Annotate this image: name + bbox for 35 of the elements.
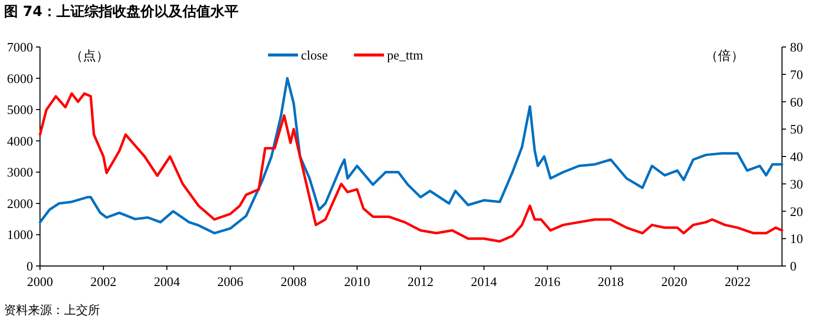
y2-tick-label: 30 — [790, 176, 803, 192]
y2-tick-label: 50 — [790, 122, 803, 137]
y2-tick-label: 20 — [790, 204, 803, 219]
y-axis-title: （点） — [70, 49, 109, 64]
text: 资料来源：上交所 — [4, 303, 100, 317]
x-tick-label: 2016 — [534, 274, 561, 289]
x-tick-label: 2020 — [661, 274, 688, 289]
y2-axis-title: （倍） — [705, 49, 744, 64]
y-tick-label: 2000 — [7, 196, 33, 211]
y2-tick-label: 80 — [790, 40, 803, 54]
y-tick-label: 6000 — [7, 70, 33, 86]
y-tick-label: 5000 — [7, 102, 33, 118]
x-tick-label: 2022 — [724, 274, 751, 289]
y2-tick-label: 40 — [790, 149, 803, 164]
x-tick-label: 2014 — [470, 274, 498, 289]
x-tick-label: 2008 — [280, 274, 307, 289]
y-tick-label: 3000 — [7, 164, 33, 180]
x-tick-label: 2010 — [344, 274, 370, 289]
legend-label: close — [301, 48, 328, 62]
x-tick-label: 2004 — [154, 274, 180, 289]
x-tick-label: 2006 — [217, 274, 244, 289]
y2-tick-label: 70 — [790, 66, 803, 82]
x-tick-label: 2018 — [598, 274, 624, 289]
y2-tick-label: 0 — [790, 258, 796, 274]
y-tick-label: 7000 — [7, 40, 33, 54]
x-tick-label: 2002 — [90, 274, 116, 289]
y-tick-label: 0 — [26, 258, 33, 274]
chart-title: 图 74：上证综指收盘价以及估值水平 — [4, 3, 238, 20]
legend-label: pe_ttm — [387, 48, 424, 62]
y2-tick-label: 10 — [790, 231, 803, 246]
y-tick-label: 1000 — [7, 227, 33, 242]
x-tick-label: 2012 — [408, 274, 434, 289]
y-tick-label: 4000 — [7, 133, 33, 148]
x-tick-label: 2000 — [27, 274, 53, 289]
y2-tick-label: 60 — [790, 94, 803, 110]
